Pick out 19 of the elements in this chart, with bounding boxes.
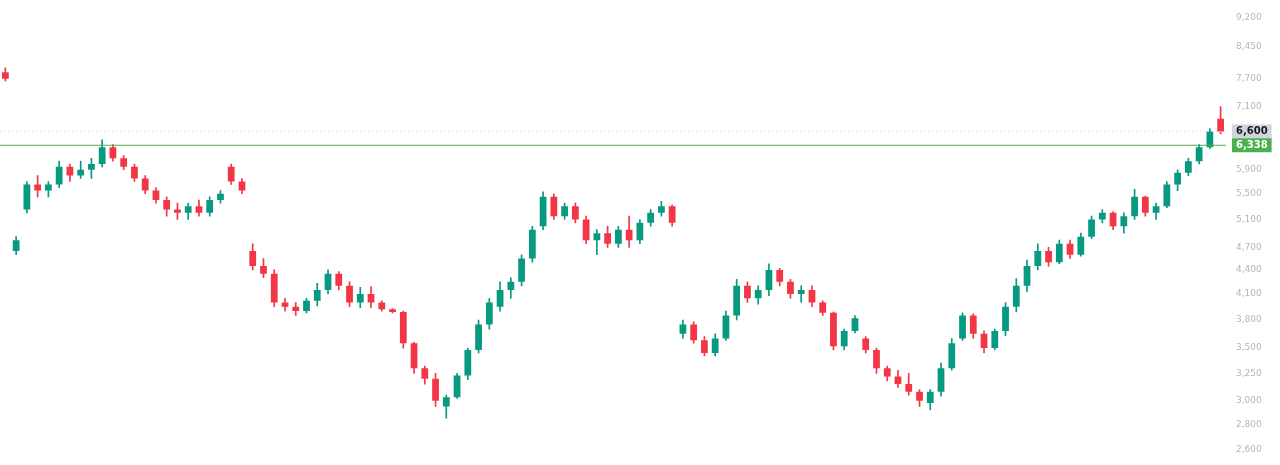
y-tick-label: 5,500	[1236, 188, 1263, 199]
y-tick-label: 5,900	[1236, 164, 1263, 175]
y-tick-label: 4,400	[1236, 264, 1263, 275]
y-tick-label: 7,100	[1236, 100, 1263, 111]
y-tick-label: 8,450	[1236, 41, 1263, 52]
y-tick-label: 2,800	[1236, 418, 1263, 429]
y-tick-label: 7,700	[1236, 73, 1263, 84]
y-tick-label: 3,250	[1236, 367, 1263, 378]
y-tick-label: 5,100	[1236, 213, 1263, 224]
y-tick-label: 9,200	[1236, 12, 1263, 23]
y-tick-label: 3,000	[1236, 395, 1263, 406]
candlestick	[797, 285, 805, 303]
y-tick-label: 4,100	[1236, 288, 1263, 299]
y-tick-label: 2,600	[1236, 443, 1263, 454]
y-tick-label: 4,700	[1236, 241, 1263, 252]
ref-line-label: 6,600	[1236, 125, 1268, 137]
y-tick-label: 3,500	[1236, 342, 1263, 353]
y-tick-label: 3,800	[1236, 314, 1263, 325]
ref-line-label: 6,338	[1236, 138, 1268, 150]
